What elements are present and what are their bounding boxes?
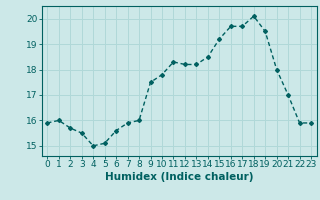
X-axis label: Humidex (Indice chaleur): Humidex (Indice chaleur) (105, 172, 253, 182)
